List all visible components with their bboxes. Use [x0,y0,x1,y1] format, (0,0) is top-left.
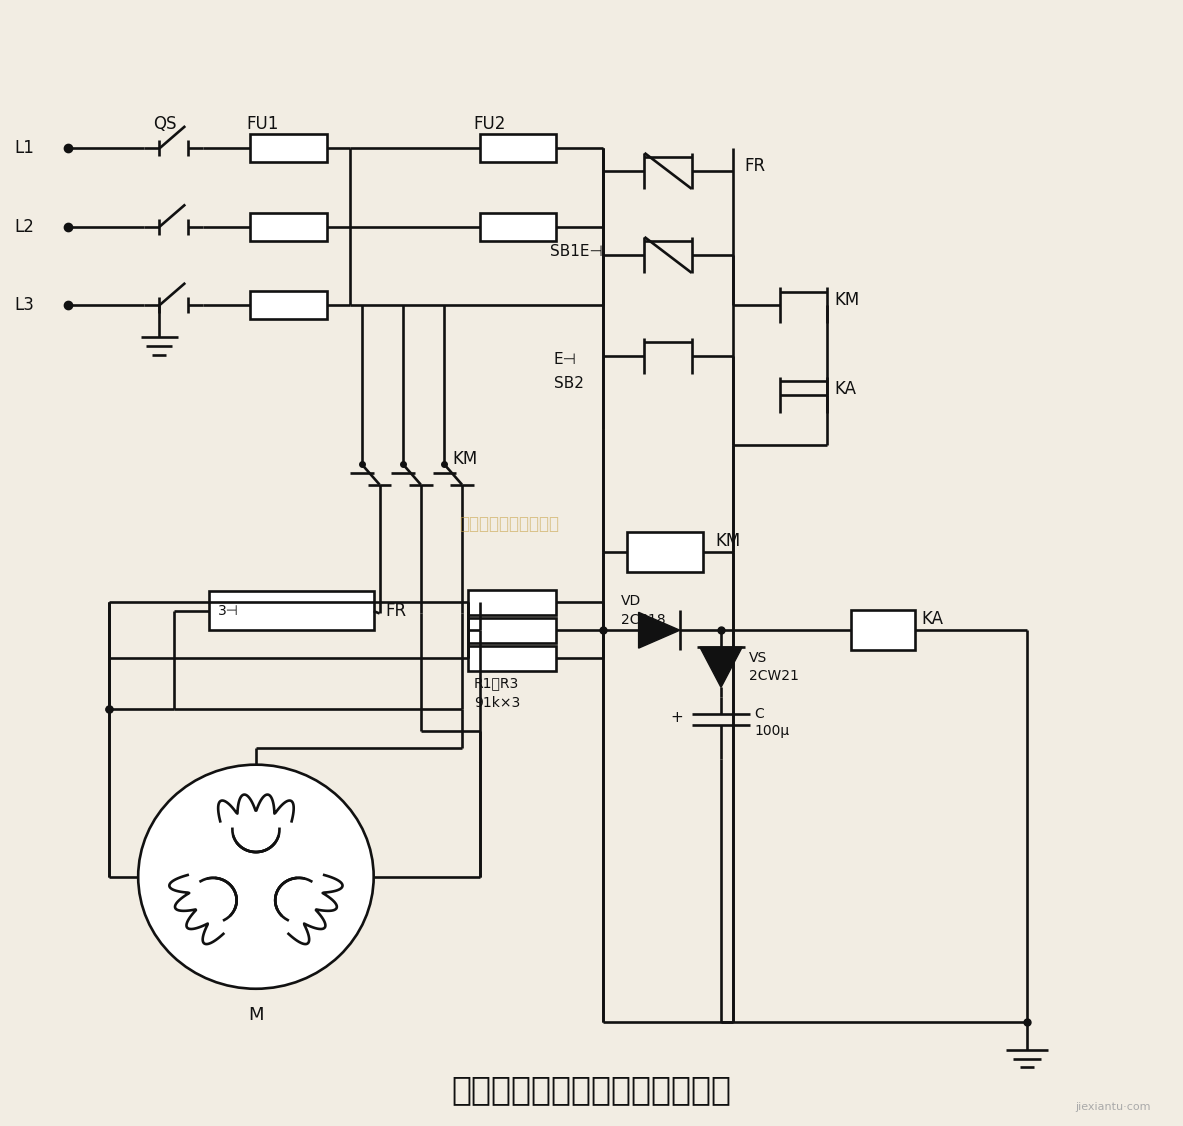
Bar [851,610,916,651]
Text: C: C [754,707,764,722]
Text: SB1E⊣: SB1E⊣ [550,244,603,259]
Text: VS: VS [749,651,768,665]
Text: L2: L2 [14,217,34,235]
Bar [250,213,327,241]
Polygon shape [639,613,680,649]
Bar [467,646,556,671]
Circle shape [138,765,374,989]
Bar [209,591,374,631]
Text: M: M [248,1006,264,1024]
Text: 三角形联结电动机断相保护电路: 三角形联结电动机断相保护电路 [452,1073,731,1106]
Text: FU1: FU1 [246,115,279,133]
Text: 3⊣: 3⊣ [218,604,239,618]
Text: VD: VD [621,595,641,608]
Text: KM: KM [834,291,859,309]
Text: 杭州将睿科技有限公司: 杭州将睿科技有限公司 [459,515,560,533]
Bar [250,292,327,320]
Bar [479,134,556,162]
Polygon shape [700,647,742,687]
Bar [250,134,327,162]
Text: KM: KM [453,449,478,467]
Bar [467,590,556,615]
Text: 91k×3: 91k×3 [473,696,521,711]
Text: 100μ: 100μ [754,724,789,738]
Text: QS: QS [154,115,177,133]
Bar [479,213,556,241]
Bar [627,531,704,572]
Text: E⊣: E⊣ [554,351,576,367]
Text: L3: L3 [14,296,34,314]
Text: FU2: FU2 [473,115,506,133]
Text: 2CW21: 2CW21 [749,669,800,683]
Text: SB2: SB2 [554,376,583,391]
Text: KA: KA [834,381,856,399]
Text: KA: KA [922,610,943,628]
Bar [467,618,556,643]
Text: 2CP18: 2CP18 [621,614,666,627]
Text: R1～R3: R1～R3 [473,676,519,690]
Text: +: + [671,711,684,725]
Text: L1: L1 [14,140,34,158]
Text: KM: KM [716,531,741,549]
Text: jiexiantu·com: jiexiantu·com [1075,1102,1151,1112]
Text: FR: FR [386,601,407,619]
Text: FR: FR [744,158,765,176]
